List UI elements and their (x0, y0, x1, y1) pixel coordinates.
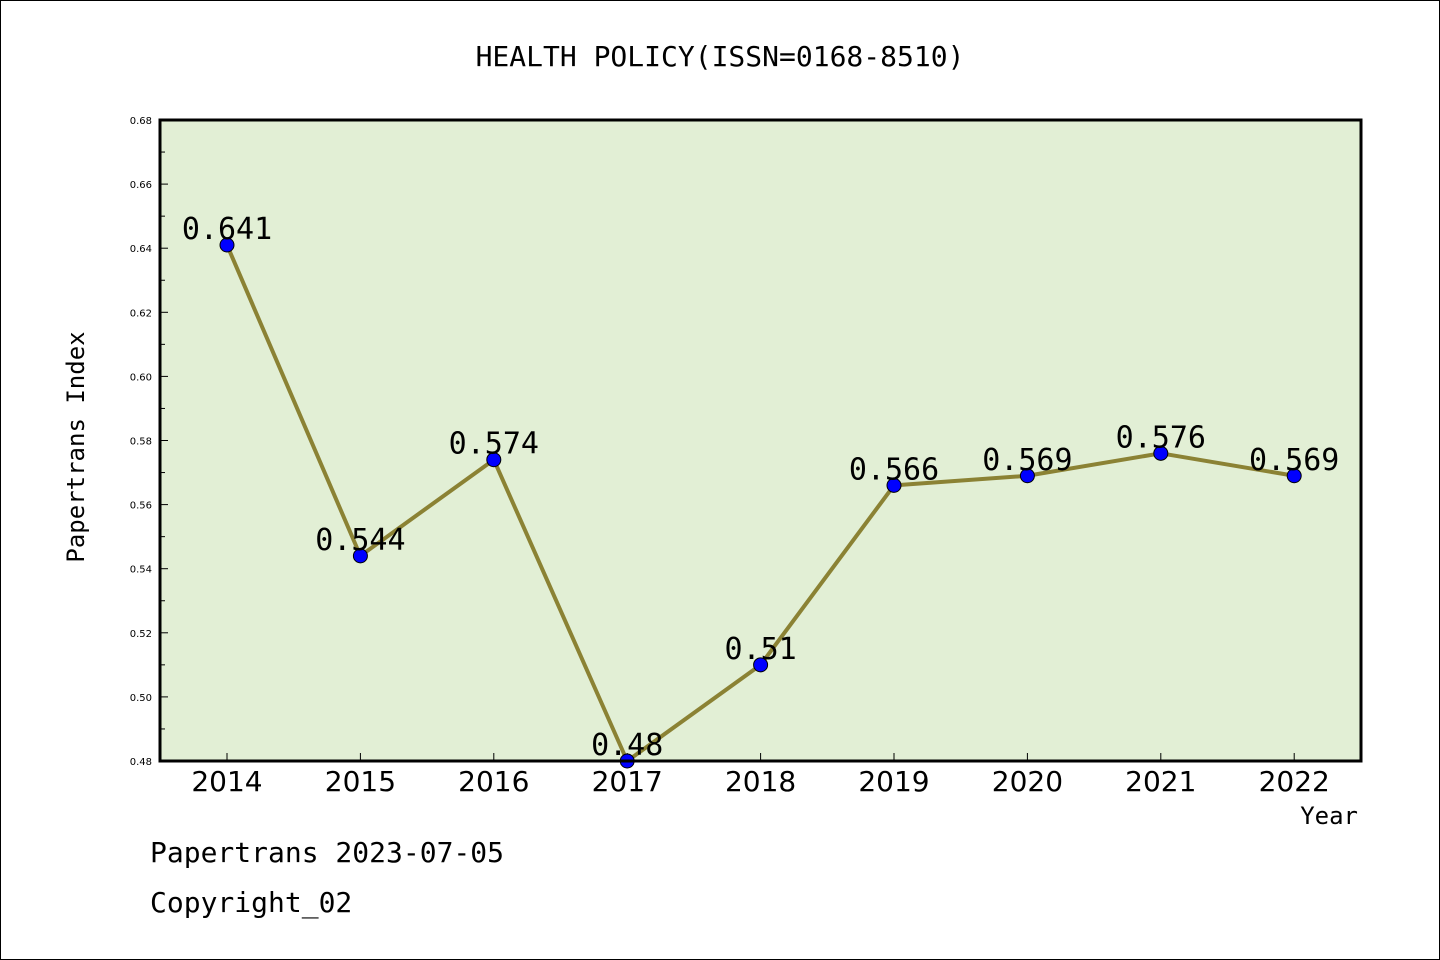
y-tick-label: 0.50 (130, 693, 152, 704)
y-tick-label: 0.66 (130, 180, 152, 191)
x-tick-label: 2018 (725, 765, 796, 798)
x-tick-label: 2022 (1259, 765, 1330, 798)
y-tick-label: 0.60 (130, 372, 152, 383)
footer-copyright: Copyright_02 (150, 886, 353, 919)
x-tick-label: 2020 (992, 765, 1063, 798)
data-label: 0.574 (449, 427, 539, 462)
data-label: 0.544 (315, 523, 405, 558)
x-tick-label: 2014 (191, 765, 262, 798)
data-point (1153, 445, 1169, 461)
y-tick-label: 0.56 (130, 501, 152, 512)
data-label: 0.641 (182, 212, 272, 247)
data-point (219, 237, 235, 253)
y-tick-label: 0.64 (130, 244, 152, 255)
data-label: 0.566 (849, 452, 939, 487)
x-axis-label: Year (1300, 802, 1358, 830)
plot-area (160, 120, 1361, 761)
data-point (352, 548, 368, 564)
series-line-group: 0.641 0.544 0.574 0.48 0.51 0.566 0.569 0.576 0.… (182, 212, 1339, 769)
data-label: 0.51 (724, 632, 796, 667)
plot-border (158, 118, 1363, 763)
y-tick-label: 0.62 (130, 308, 152, 319)
x-tick-label: 2021 (1125, 765, 1196, 798)
data-point (886, 477, 902, 493)
x-tick-label: 2017 (592, 765, 663, 798)
y-tick-label: 0.68 (130, 116, 152, 127)
data-point (1019, 468, 1035, 484)
y-tick-label: 0.58 (130, 437, 152, 448)
x-tick-label: 2019 (858, 765, 929, 798)
data-label: 0.576 (1116, 420, 1206, 455)
y-tick-label: 0.54 (130, 565, 152, 576)
y-tick-label: 0.48 (130, 757, 152, 768)
x-tick-label: 2015 (325, 765, 396, 798)
x-tick-label: 2016 (458, 765, 529, 798)
chart-title: HEALTH POLICY(ISSN=0168-8510) (476, 40, 965, 73)
data-point (753, 657, 769, 673)
data-label: 0.48 (591, 728, 663, 763)
data-label: 0.569 (1249, 443, 1339, 478)
data-point (486, 452, 502, 468)
y-tick-label: 0.52 (130, 629, 152, 640)
y-axis-label: Papertrans Index (62, 331, 90, 562)
data-point (1286, 468, 1302, 484)
footer-date: Papertrans 2023-07-05 (150, 836, 505, 869)
data-label: 0.569 (982, 443, 1072, 478)
x-axis: 2014 2015 2016 2017 2018 2019 2020 2021 2022 (191, 753, 1330, 798)
